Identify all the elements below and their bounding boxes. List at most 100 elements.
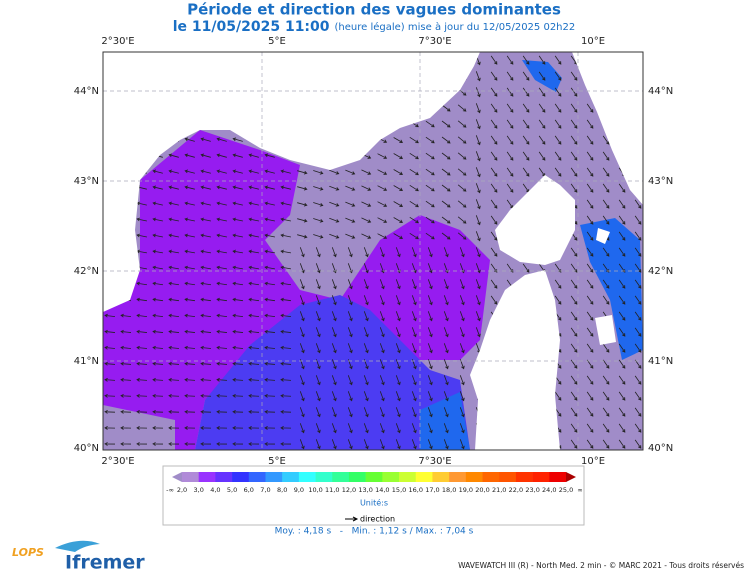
direction-arrow — [280, 377, 292, 382]
direction-arrow — [379, 279, 385, 290]
direction-arrow — [586, 231, 594, 241]
direction-arrow — [586, 263, 594, 273]
logo-fish — [55, 540, 100, 552]
direction-arrow — [475, 295, 481, 306]
direction-arrow — [297, 234, 308, 239]
direction-arrow — [475, 71, 481, 82]
direction-arrow — [152, 410, 164, 414]
direction-arrow — [184, 410, 196, 414]
direction-arrow — [411, 439, 417, 450]
direction-arrow — [618, 423, 626, 433]
direction-arrow — [331, 279, 337, 290]
direction-arrow — [168, 201, 179, 206]
direction-arrow — [152, 233, 163, 238]
direction-arrow — [411, 391, 417, 402]
direction-arrow — [602, 423, 610, 433]
direction-arrow — [490, 103, 498, 113]
direction-arrow — [315, 327, 321, 338]
direction-arrow — [216, 361, 228, 366]
direction-arrow — [152, 361, 164, 366]
direction-arrow — [184, 201, 195, 206]
direction-arrow — [232, 313, 244, 318]
direction-arrow — [248, 265, 259, 270]
direction-arrow — [248, 329, 260, 334]
direction-arrow — [554, 87, 562, 97]
colorbar-segment — [549, 472, 567, 482]
direction-arrow — [393, 169, 404, 175]
direction-arrow — [427, 327, 433, 338]
direction-arrow — [570, 71, 578, 81]
direction-arrow — [315, 311, 321, 322]
direction-arrow — [280, 442, 292, 446]
direction-arrow — [411, 311, 417, 322]
direction-arrow — [168, 185, 179, 190]
direction-arrow — [168, 393, 180, 398]
direction-arrow — [200, 297, 212, 302]
direction-arrow — [331, 247, 337, 258]
direction-arrow — [570, 151, 578, 161]
direction-arrow — [104, 377, 116, 382]
direction-arrow — [395, 375, 401, 386]
direction-arrow — [459, 375, 465, 386]
direction-arrow — [570, 103, 578, 113]
direction-arrow — [168, 426, 180, 430]
direction-arrow — [361, 233, 372, 239]
direction-arrow — [395, 279, 401, 290]
direction-arrow — [299, 439, 305, 450]
direction-arrow — [216, 169, 227, 174]
direction-arrow — [538, 103, 546, 113]
direction-arrow — [602, 151, 610, 161]
direction-arrow — [363, 295, 369, 306]
direction-arrow — [634, 391, 642, 401]
direction-arrow — [459, 311, 465, 322]
direction-arrow — [554, 279, 562, 289]
direction-arrow — [216, 153, 227, 158]
direction-arrow — [490, 119, 498, 129]
direction-arrow — [377, 217, 388, 223]
direction-arrow — [634, 199, 642, 209]
direction-arrow — [331, 343, 337, 354]
direction-arrow — [490, 55, 498, 65]
direction-arrow — [232, 137, 243, 142]
direction-arrow — [152, 185, 163, 190]
direction-arrow — [313, 170, 324, 175]
direction-arrow — [457, 184, 467, 192]
direction-arrow — [313, 234, 324, 239]
direction-arrow — [120, 426, 132, 430]
direction-arrow — [120, 410, 132, 414]
direction-arrow — [457, 104, 467, 112]
direction-arrow — [184, 265, 195, 270]
direction-arrow — [490, 151, 498, 161]
direction-arrow — [264, 153, 275, 158]
direction-arrow — [216, 233, 227, 238]
direction-arrow — [554, 55, 562, 65]
direction-arrow — [264, 361, 276, 366]
colorbar-segment — [348, 472, 366, 482]
direction-arrow — [411, 247, 417, 258]
direction-arrow — [602, 167, 610, 177]
colorbar-segment — [248, 472, 266, 482]
direction-arrow — [395, 311, 401, 322]
direction-arrow — [522, 87, 530, 97]
direction-arrow — [586, 407, 594, 417]
direction-arrow — [152, 442, 164, 446]
direction-arrow — [232, 249, 243, 254]
direction-arrow — [216, 313, 228, 318]
direction-arrow — [409, 217, 419, 224]
lat-label-left: 40°N — [74, 443, 99, 454]
direction-arrow — [361, 201, 372, 207]
direction-arrow — [634, 279, 642, 289]
colorbar-label: 8,0 — [277, 486, 287, 494]
direction-arrow — [280, 297, 292, 302]
direction-arrow — [363, 263, 369, 274]
lat-label-left: 43°N — [74, 176, 99, 187]
direction-arrow — [506, 135, 514, 145]
direction-arrow — [411, 423, 417, 434]
direction-arrow — [618, 295, 626, 305]
direction-arrow — [315, 391, 321, 402]
direction-arrow — [248, 426, 260, 430]
direction-arrow — [168, 297, 180, 302]
logo-ifremer: Ifremer — [65, 552, 145, 574]
direction-arrow — [425, 136, 435, 144]
